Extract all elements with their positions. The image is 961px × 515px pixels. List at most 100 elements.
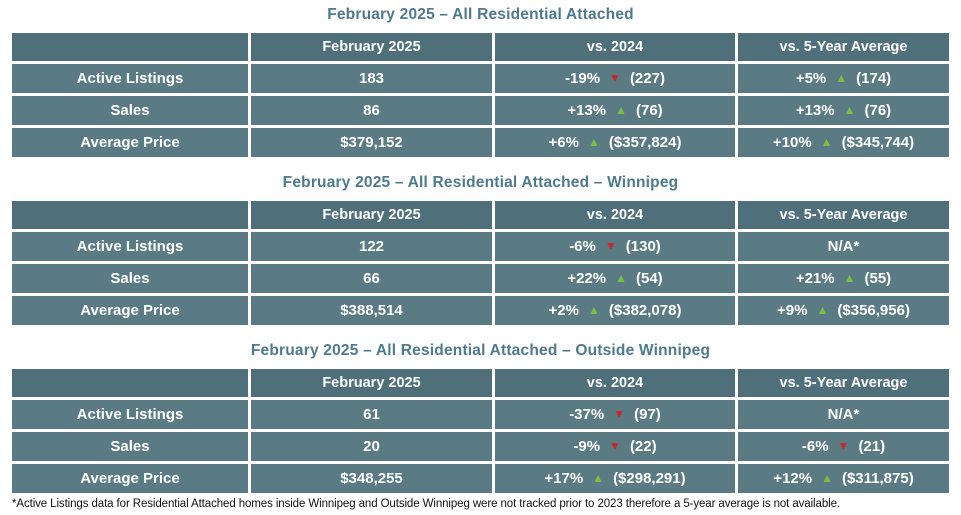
change-arrow-icon: ▲ bbox=[615, 102, 627, 117]
change-percent: +12% bbox=[773, 470, 813, 487]
column-header-vs-5-year-average: vs. 5-Year Average bbox=[738, 33, 949, 61]
change-reference: ($345,744) bbox=[841, 134, 915, 151]
value-current: 66 bbox=[251, 264, 492, 293]
change-arrow-icon: ▲ bbox=[615, 270, 627, 285]
change-percent: -6% bbox=[569, 238, 596, 255]
change-arrow-icon: ▲ bbox=[843, 102, 856, 117]
value-vs-2024: +6% ▲ ($357,824) bbox=[495, 128, 735, 157]
value-vs-2024: +13% ▲ (76) bbox=[495, 96, 735, 125]
change-percent: -37% bbox=[569, 406, 605, 423]
change-percent: -9% bbox=[573, 438, 601, 455]
row-label-sales: Sales bbox=[12, 96, 248, 125]
change-arrow-icon: ▼ bbox=[609, 70, 621, 85]
change-percent: +5% bbox=[795, 70, 827, 87]
value-current: 20 bbox=[251, 432, 492, 461]
value-vs-5yr: +5% ▲ (174) bbox=[738, 64, 949, 93]
change-reference: (21) bbox=[858, 438, 886, 455]
value-current: $388,514 bbox=[251, 296, 492, 325]
value-vs-5yr: +12% ▲ ($311,875) bbox=[738, 464, 949, 493]
change-arrow-icon: ▲ bbox=[592, 470, 605, 485]
row-label-average-price: Average Price bbox=[12, 128, 248, 157]
column-header-vs-2024: vs. 2024 bbox=[495, 33, 735, 61]
change-arrow-icon: ▼ bbox=[613, 406, 626, 421]
value-vs-5yr: +13% ▲ (76) bbox=[738, 96, 949, 125]
change-reference: (55) bbox=[864, 270, 892, 287]
footnote-active-listings-disclaimer: *Active Listings data for Residential At… bbox=[12, 498, 840, 510]
row-label-active-listings: Active Listings bbox=[12, 232, 248, 261]
change-arrow-icon: ▼ bbox=[604, 238, 617, 253]
column-header-vs-2024: vs. 2024 bbox=[495, 201, 735, 229]
column-header-blank bbox=[12, 369, 248, 397]
change-reference: ($311,875) bbox=[841, 470, 914, 487]
change-arrow-icon: ▲ bbox=[843, 270, 856, 285]
change-reference: ($382,078) bbox=[608, 302, 682, 319]
change-percent: N/A* bbox=[827, 406, 860, 423]
change-percent: +22% bbox=[567, 270, 607, 287]
change-reference: (54) bbox=[636, 270, 663, 287]
section-title-outside-winnipeg: February 2025 – All Residential Attached… bbox=[250, 342, 711, 359]
value-vs-5yr: +21% ▲ (55) bbox=[738, 264, 949, 293]
change-percent: +21% bbox=[795, 270, 835, 287]
value-vs-5yr: +9% ▲ ($356,956) bbox=[738, 296, 949, 325]
change-percent: +13% bbox=[795, 102, 835, 119]
column-header-february-2025: February 2025 bbox=[251, 369, 492, 397]
value-current: 86 bbox=[251, 96, 492, 125]
change-arrow-icon: ▲ bbox=[588, 302, 600, 317]
row-label-active-listings: Active Listings bbox=[12, 400, 248, 429]
change-arrow-icon: ▲ bbox=[835, 70, 848, 85]
change-percent: +17% bbox=[544, 470, 584, 487]
change-arrow-icon: ▼ bbox=[609, 438, 621, 453]
change-percent: -6% bbox=[801, 438, 829, 455]
change-arrow-icon: ▲ bbox=[588, 134, 600, 149]
row-label-sales: Sales bbox=[12, 432, 248, 461]
change-percent: +2% bbox=[548, 302, 579, 319]
change-arrow-icon: ▲ bbox=[816, 302, 829, 317]
value-current: 122 bbox=[251, 232, 492, 261]
row-label-sales: Sales bbox=[12, 264, 248, 293]
change-reference: (97) bbox=[634, 406, 661, 423]
value-vs-5yr-na: N/A* bbox=[738, 400, 949, 429]
table-all-residential-attached: February 2025 vs. 2024 vs. 5-Year Averag… bbox=[12, 33, 949, 157]
value-vs-2024: +17% ▲ ($298,291) bbox=[495, 464, 735, 493]
change-reference: (130) bbox=[625, 238, 661, 255]
row-label-average-price: Average Price bbox=[12, 296, 248, 325]
change-percent: +10% bbox=[772, 134, 812, 151]
value-vs-2024: -9% ▼ (22) bbox=[495, 432, 735, 461]
section-title-winnipeg: February 2025 – All Residential Attached… bbox=[282, 174, 679, 191]
change-reference: (22) bbox=[629, 438, 657, 455]
change-arrow-icon: ▲ bbox=[821, 470, 833, 485]
table-winnipeg: February 2025 vs. 2024 vs. 5-Year Averag… bbox=[12, 201, 949, 325]
change-reference: (76) bbox=[636, 102, 663, 119]
value-vs-2024: -19% ▼ (227) bbox=[495, 64, 735, 93]
change-arrow-icon: ▲ bbox=[820, 134, 833, 149]
value-vs-2024: +22% ▲ (54) bbox=[495, 264, 735, 293]
value-current: 183 bbox=[251, 64, 492, 93]
column-header-vs-5-year-average: vs. 5-Year Average bbox=[738, 201, 949, 229]
value-current: $348,255 bbox=[251, 464, 492, 493]
column-header-blank bbox=[12, 33, 248, 61]
change-reference: ($357,824) bbox=[608, 134, 682, 151]
value-current: 61 bbox=[251, 400, 492, 429]
change-arrow-icon: ▼ bbox=[837, 438, 850, 453]
value-vs-5yr: +10% ▲ ($345,744) bbox=[738, 128, 949, 157]
change-reference: ($356,956) bbox=[837, 302, 910, 319]
change-reference: (76) bbox=[864, 102, 892, 119]
change-reference: (227) bbox=[629, 70, 665, 87]
value-current: $379,152 bbox=[251, 128, 492, 157]
column-header-february-2025: February 2025 bbox=[251, 33, 492, 61]
row-label-active-listings: Active Listings bbox=[12, 64, 248, 93]
column-header-vs-2024: vs. 2024 bbox=[495, 369, 735, 397]
change-percent: +13% bbox=[567, 102, 607, 119]
table-outside-winnipeg: February 2025 vs. 2024 vs. 5-Year Averag… bbox=[12, 369, 949, 493]
column-header-february-2025: February 2025 bbox=[251, 201, 492, 229]
value-vs-5yr-na: N/A* bbox=[738, 232, 949, 261]
change-percent: +6% bbox=[548, 134, 579, 151]
column-header-blank bbox=[12, 201, 248, 229]
row-label-average-price: Average Price bbox=[12, 464, 248, 493]
change-percent: +9% bbox=[777, 302, 808, 319]
value-vs-5yr: -6% ▼ (21) bbox=[738, 432, 949, 461]
value-vs-2024: -6% ▼ (130) bbox=[495, 232, 735, 261]
change-reference: (174) bbox=[856, 70, 892, 87]
value-vs-2024: +2% ▲ ($382,078) bbox=[495, 296, 735, 325]
